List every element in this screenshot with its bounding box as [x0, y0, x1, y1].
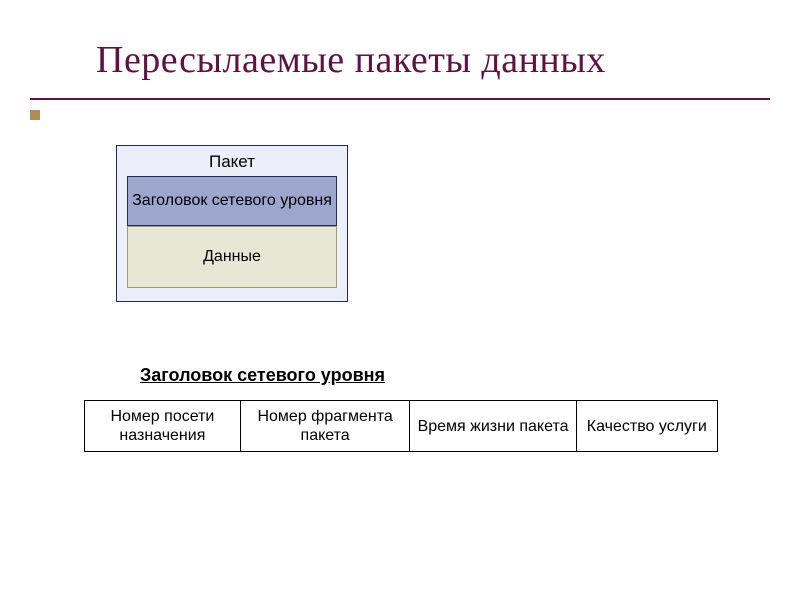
page-title: Пересылаемые пакеты данных — [96, 38, 606, 82]
packet-header-strip: Заголовок сетевого уровня — [127, 176, 337, 226]
header-fields-table: Номер посети назначения Номер фрагмента … — [84, 400, 718, 452]
accent-bullet — [30, 110, 40, 120]
table-row: Номер посети назначения Номер фрагмента … — [85, 401, 718, 452]
packet-container: Пакет Заголовок сетевого уровня Данные — [116, 145, 348, 302]
col-fragment-number: Номер фрагмента пакета — [240, 401, 410, 452]
slide-canvas: Пересылаемые пакеты данных Пакет Заголов… — [0, 0, 800, 600]
col-ttl: Время жизни пакета — [410, 401, 576, 452]
title-rule — [30, 98, 770, 100]
packet-data-strip: Данные — [127, 226, 337, 288]
col-dest-net-number: Номер посети назначения — [85, 401, 241, 452]
section-label: Заголовок сетевого уровня — [140, 365, 385, 386]
col-qos: Качество услуги — [576, 401, 717, 452]
packet-label: Пакет — [117, 152, 347, 172]
